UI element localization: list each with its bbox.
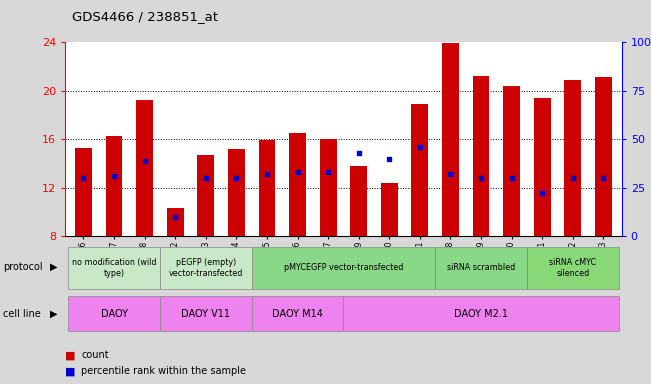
Text: ■: ■ — [65, 366, 76, 376]
Bar — [442, 43, 459, 236]
Bar — [503, 86, 520, 236]
Bar — [534, 98, 551, 236]
Bar — [160, 296, 252, 331]
Text: no modification (wild
type): no modification (wild type) — [72, 258, 156, 278]
Text: DAOY M2.1: DAOY M2.1 — [454, 309, 508, 319]
Bar — [320, 139, 337, 236]
Bar — [411, 104, 428, 236]
Bar — [435, 247, 527, 289]
Bar — [197, 155, 214, 236]
Bar — [343, 296, 618, 331]
Text: protocol: protocol — [3, 262, 43, 272]
Bar — [289, 133, 306, 236]
Text: ▶: ▶ — [49, 309, 57, 319]
Bar — [228, 149, 245, 236]
Bar — [564, 80, 581, 236]
Text: count: count — [81, 350, 109, 360]
Text: GDS4466 / 238851_at: GDS4466 / 238851_at — [72, 10, 217, 23]
Text: cell line: cell line — [3, 309, 41, 319]
Bar — [473, 76, 490, 236]
Bar — [68, 247, 160, 289]
Text: pEGFP (empty)
vector-transfected: pEGFP (empty) vector-transfected — [169, 258, 243, 278]
Text: siRNA scrambled: siRNA scrambled — [447, 263, 515, 272]
Bar — [105, 136, 122, 236]
Bar — [527, 247, 618, 289]
Bar — [75, 148, 92, 236]
Bar — [160, 247, 252, 289]
Bar — [252, 296, 343, 331]
Text: percentile rank within the sample: percentile rank within the sample — [81, 366, 246, 376]
Text: DAOY M14: DAOY M14 — [272, 309, 323, 319]
Bar — [350, 166, 367, 236]
Text: ■: ■ — [65, 350, 76, 360]
Text: DAOY V11: DAOY V11 — [181, 309, 230, 319]
Bar — [68, 296, 160, 331]
Text: DAOY: DAOY — [100, 309, 128, 319]
Bar — [167, 208, 184, 236]
Text: pMYCEGFP vector-transfected: pMYCEGFP vector-transfected — [284, 263, 403, 272]
Bar — [381, 183, 398, 236]
Text: ▶: ▶ — [49, 262, 57, 272]
Bar — [136, 101, 153, 236]
Text: siRNA cMYC
silenced: siRNA cMYC silenced — [549, 258, 596, 278]
Bar — [258, 141, 275, 236]
Bar — [252, 247, 435, 289]
Bar — [595, 78, 612, 236]
